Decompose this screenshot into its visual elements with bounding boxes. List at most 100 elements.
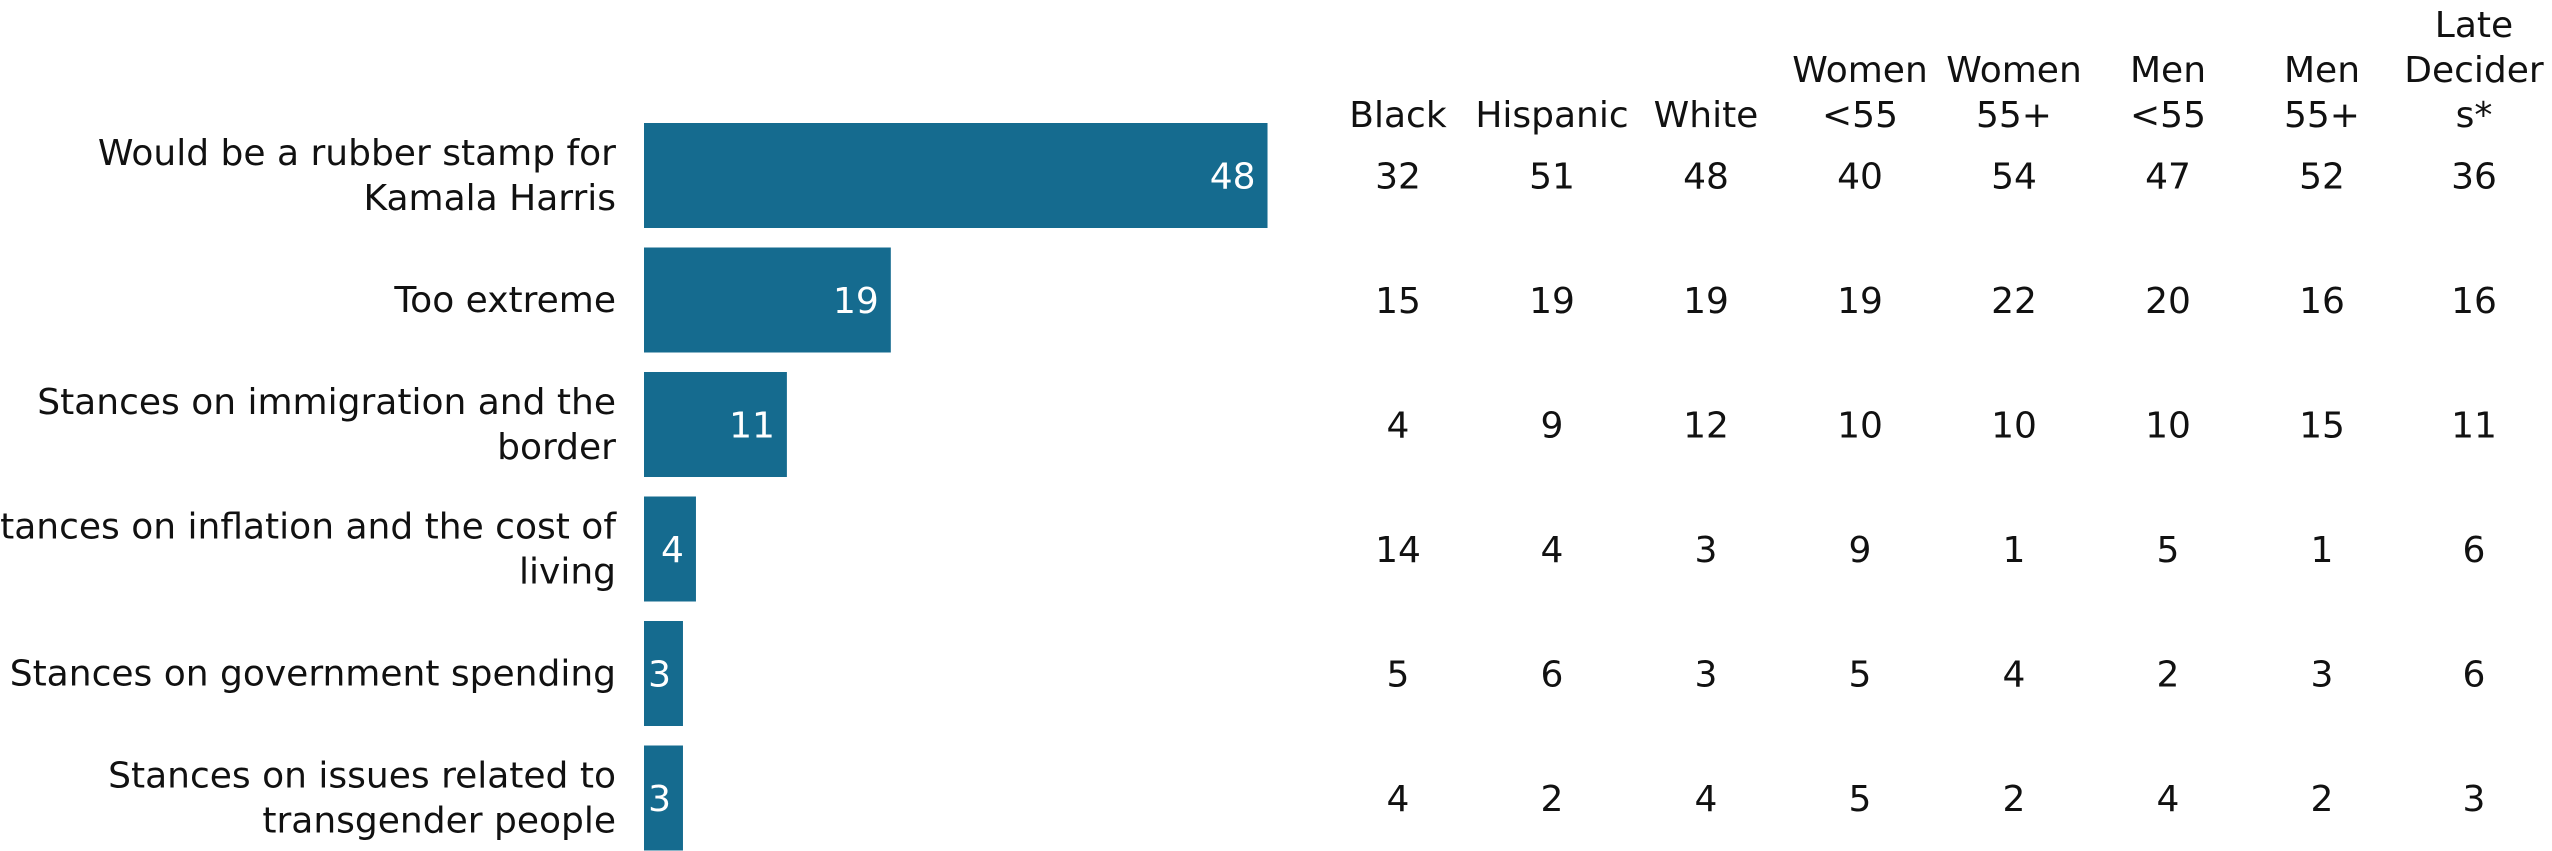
table-cell: 5: [2157, 530, 2180, 571]
category-label-line: living: [519, 552, 616, 593]
category-label-line: border: [497, 427, 616, 468]
table-cell: 10: [1837, 406, 1883, 447]
table-cell: 4: [1387, 779, 1410, 820]
category-label: Too extreme: [393, 280, 616, 321]
column-header-line: <55: [1822, 95, 1898, 136]
category-label-line: Would be a rubber stamp for: [98, 133, 616, 174]
category-label-line: Stances on issues related to: [108, 756, 616, 797]
table-cell: 36: [2451, 157, 2497, 198]
table-cell: 19: [1683, 281, 1729, 322]
table-cell: 40: [1837, 157, 1883, 198]
table-cell: 12: [1683, 406, 1729, 447]
column-header: Hispanic: [1475, 95, 1628, 136]
column-header-line: s*: [2456, 95, 2493, 136]
category-label-line: Stances on inflation and the cost of: [0, 507, 617, 548]
column-header-line: Men: [2130, 50, 2206, 91]
table-cell: 4: [2003, 655, 2026, 696]
bar-data-label: 11: [729, 406, 775, 447]
category-label-line: Too extreme: [393, 280, 616, 321]
table-cell: 19: [1529, 281, 1575, 322]
bar-data-label: 48: [1210, 157, 1256, 198]
column-header-line: 55+: [1976, 95, 2052, 136]
column-header-line: Hispanic: [1475, 95, 1628, 136]
table-cell: 2: [1541, 779, 1564, 820]
column-header-line: White: [1654, 95, 1759, 136]
category-label: Stances on inflation and the cost of livi…: [0, 507, 617, 593]
bar: [644, 621, 683, 726]
chart-rows: Would be a rubber stamp for Kamala Harris…: [0, 123, 2497, 851]
column-header: Women 55+: [1946, 50, 2082, 136]
bar: [644, 496, 696, 602]
column-header-line: <55: [2130, 95, 2206, 136]
table-cell: 9: [1849, 530, 1872, 571]
table-cell: 4: [2157, 779, 2180, 820]
category-label: Would be a rubber stamp for Kamala Harris: [98, 133, 616, 219]
table-cell: 10: [1991, 406, 2037, 447]
table-cell: 15: [1375, 281, 1421, 322]
category-label-line: transgender people: [262, 801, 616, 842]
table-cell: 47: [2145, 157, 2191, 198]
table-cell: 52: [2299, 157, 2345, 198]
table-cell: 4: [1387, 406, 1410, 447]
bar: [644, 372, 787, 477]
table-cell: 6: [2463, 530, 2486, 571]
table-cell: 2: [2311, 779, 2334, 820]
table-cell: 4: [1695, 779, 1718, 820]
bar-data-label: 4: [661, 530, 684, 571]
bar-data-label: 3: [648, 655, 671, 696]
column-header: Late Decider s*: [2404, 5, 2544, 136]
table-cell: 16: [2299, 281, 2345, 322]
table-cell: 10: [2145, 406, 2191, 447]
table-cell: 5: [1387, 655, 1410, 696]
table-cell: 2: [2003, 779, 2026, 820]
table-cell: 3: [1695, 655, 1718, 696]
column-header: Men 55+: [2284, 50, 2360, 136]
column-header-line: Women: [1792, 50, 1928, 91]
table-cell: 32: [1375, 157, 1421, 198]
column-header-line: Black: [1349, 95, 1447, 136]
bar-data-label: 3: [648, 779, 671, 820]
table-cell: 3: [1695, 530, 1718, 571]
column-header-line: Decider: [2404, 50, 2544, 91]
table-cell: 14: [1375, 530, 1421, 571]
table-cell: 15: [2299, 406, 2345, 447]
table-cell: 9: [1541, 406, 1564, 447]
bar-data-label: 19: [833, 281, 879, 322]
table-cell: 11: [2451, 406, 2497, 447]
table-cell: 19: [1837, 281, 1883, 322]
table-cell: 6: [2463, 655, 2486, 696]
bar: [644, 247, 891, 353]
table-cell: 6: [1541, 655, 1564, 696]
category-label: Stances on issues related to transgender …: [108, 756, 616, 842]
table-cell: 20: [2145, 281, 2191, 322]
table-cell: 3: [2311, 655, 2334, 696]
column-header: Men <55: [2130, 50, 2206, 136]
category-label-line: Stances on government spending: [10, 654, 616, 695]
table-cell: 22: [1991, 281, 2037, 322]
table-cell: 3: [2463, 779, 2486, 820]
table-cell: 54: [1991, 157, 2037, 198]
table-cell: 1: [2311, 530, 2334, 571]
column-header: White: [1654, 95, 1759, 136]
category-label: Stances on immigration and the border: [37, 382, 616, 468]
bar: [644, 123, 1268, 228]
column-header-line: Late: [2435, 5, 2513, 46]
category-label-line: Kamala Harris: [363, 178, 616, 219]
table-cell: 5: [1849, 655, 1872, 696]
table-cell: 1: [2003, 530, 2026, 571]
column-header: Women <55: [1792, 50, 1928, 136]
table-cell: 51: [1529, 157, 1575, 198]
table-cell: 4: [1541, 530, 1564, 571]
category-label-line: Stances on immigration and the: [37, 382, 616, 423]
category-label: Stances on government spending: [10, 654, 616, 695]
column-header-line: 55+: [2284, 95, 2360, 136]
column-header: Black: [1349, 95, 1447, 136]
table-cell: 2: [2157, 655, 2180, 696]
table-cell: 16: [2451, 281, 2497, 322]
table-cell: 48: [1683, 157, 1729, 198]
column-header-line: Men: [2284, 50, 2360, 91]
bar: [644, 745, 683, 851]
column-header-line: Women: [1946, 50, 2082, 91]
